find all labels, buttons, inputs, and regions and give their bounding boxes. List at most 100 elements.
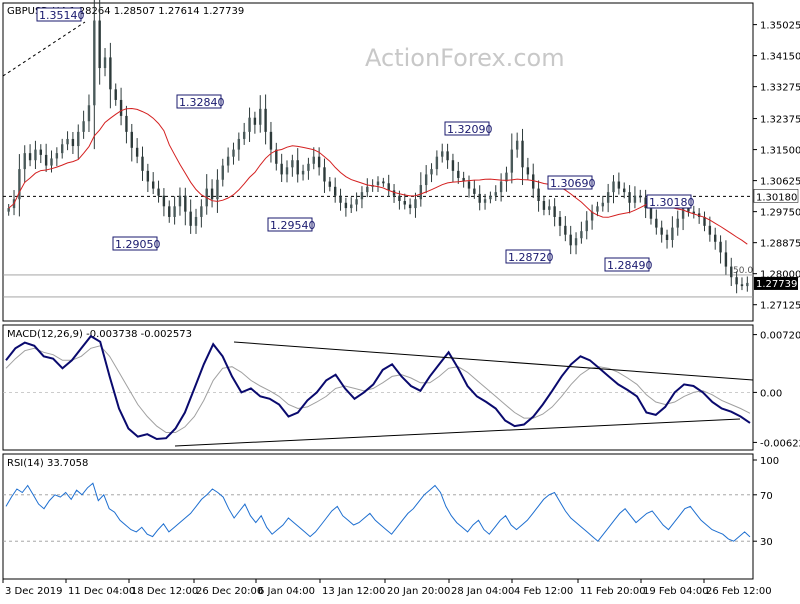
price-tick-label: 1.34150 bbox=[760, 52, 800, 63]
price-annotation-box bbox=[112, 236, 158, 251]
candle-body bbox=[55, 153, 59, 159]
candle-body bbox=[151, 181, 155, 189]
candle-body bbox=[398, 195, 401, 201]
x-tick-label: 11 Dec 04:00 bbox=[68, 586, 135, 597]
candle-body bbox=[408, 204, 412, 209]
candle-body bbox=[483, 199, 487, 203]
candle-body bbox=[146, 170, 150, 182]
candle-body bbox=[339, 195, 342, 203]
price-annotation-box bbox=[176, 94, 222, 109]
price-tick-label: 1.29750 bbox=[760, 208, 800, 219]
x-tick-label: 26 Dec 20:00 bbox=[196, 586, 263, 597]
candle-body bbox=[714, 234, 717, 242]
price-panel-frame bbox=[2, 2, 754, 322]
price-annotation-label: 1.29540 bbox=[270, 219, 316, 232]
candle-body bbox=[168, 206, 171, 217]
candle-body bbox=[61, 144, 64, 154]
rsi-tick-label: 30 bbox=[760, 537, 773, 548]
candle-body bbox=[676, 218, 679, 228]
candle-body bbox=[189, 211, 192, 226]
candle-body bbox=[553, 206, 556, 217]
candle-body bbox=[317, 156, 321, 168]
candle-body bbox=[489, 195, 492, 200]
candle-body bbox=[114, 89, 117, 100]
candle-body bbox=[34, 149, 37, 161]
rsi-tick-label: 70 bbox=[760, 491, 773, 502]
candle-body bbox=[376, 181, 380, 186]
candle-body bbox=[350, 204, 353, 209]
price-tick-label: 1.32375 bbox=[760, 115, 800, 126]
candle-body bbox=[505, 172, 508, 182]
candle-body bbox=[580, 231, 583, 239]
candle-body bbox=[66, 138, 69, 145]
macd-header: MACD(12,26,9) -0.003738 -0.002573 bbox=[7, 329, 192, 340]
candle-body bbox=[542, 201, 546, 210]
candle-body bbox=[307, 163, 310, 171]
candle-body bbox=[173, 206, 176, 217]
candle-body bbox=[441, 151, 444, 157]
candle-body bbox=[125, 115, 128, 132]
candle-body bbox=[312, 156, 315, 164]
candle-body bbox=[467, 181, 471, 189]
candle-body bbox=[162, 195, 166, 207]
candle-body bbox=[424, 174, 428, 186]
macd-panel-frame bbox=[2, 324, 754, 451]
rsi-panel-frame bbox=[2, 453, 754, 580]
price-annotation-box bbox=[604, 257, 650, 272]
candle-body bbox=[687, 206, 690, 212]
price-axis: 1.35025 1.34150 1.33275 1.32375 1.31500 1.306… bbox=[753, 21, 800, 312]
candle-body bbox=[746, 282, 749, 287]
price-tick-label: 1.33275 bbox=[760, 83, 800, 94]
candle-body bbox=[457, 170, 460, 178]
level-line-label: 1.30180 bbox=[756, 192, 797, 203]
rsi-header: RSI(14) 33.7058 bbox=[7, 458, 88, 469]
price-annotation-label: 1.35140 bbox=[39, 9, 85, 22]
candle-body bbox=[221, 165, 224, 180]
candle-body bbox=[44, 154, 48, 166]
x-tick-label: 18 Dec 12:00 bbox=[131, 586, 198, 597]
candle-body bbox=[253, 117, 257, 125]
candle-body bbox=[18, 169, 21, 200]
candle-body bbox=[237, 138, 241, 150]
candle-body bbox=[71, 138, 75, 147]
candle-body bbox=[355, 199, 358, 205]
candle-body bbox=[590, 211, 594, 221]
candle-body bbox=[430, 169, 433, 175]
candle-body bbox=[724, 252, 728, 267]
price-annotation-label: 1.30690 bbox=[550, 177, 596, 190]
candle-body bbox=[360, 192, 364, 200]
candle-body bbox=[671, 227, 674, 240]
candle-body bbox=[564, 225, 567, 235]
candle-body bbox=[569, 234, 572, 246]
macd-tick-label: 0.007201 bbox=[760, 331, 800, 342]
candle-body bbox=[275, 149, 278, 164]
candle-body bbox=[242, 131, 246, 139]
x-tick-label: 19 Feb 04:00 bbox=[643, 586, 709, 597]
fib-label: 50.0 bbox=[733, 266, 753, 276]
candle-body bbox=[109, 57, 112, 90]
candle-body bbox=[558, 216, 562, 226]
price-tick-label: 1.27125 bbox=[760, 301, 800, 312]
candle-body bbox=[660, 227, 663, 235]
candle-body bbox=[521, 140, 524, 168]
rsi-plot bbox=[3, 482, 753, 542]
price-annotation-label: 1.30180 bbox=[649, 196, 695, 209]
price-annotation-label: 1.28720 bbox=[508, 251, 554, 264]
candle-body bbox=[451, 160, 455, 171]
candle-body bbox=[719, 241, 722, 253]
rsi-axis: 100 70 30 bbox=[753, 456, 779, 548]
candle-body bbox=[403, 201, 406, 205]
candle-body bbox=[39, 149, 42, 155]
candle-body bbox=[232, 149, 235, 157]
candle-body bbox=[130, 131, 133, 148]
candle-body bbox=[574, 238, 578, 246]
x-tick-label: 28 Jan 04:00 bbox=[451, 586, 514, 597]
candle-body bbox=[435, 156, 439, 170]
candle-body bbox=[248, 117, 251, 132]
candle-body bbox=[601, 202, 605, 207]
macd-signal-line bbox=[5, 345, 751, 433]
candle-body bbox=[344, 202, 348, 209]
candle-body bbox=[623, 188, 626, 193]
candle-body bbox=[446, 151, 449, 161]
